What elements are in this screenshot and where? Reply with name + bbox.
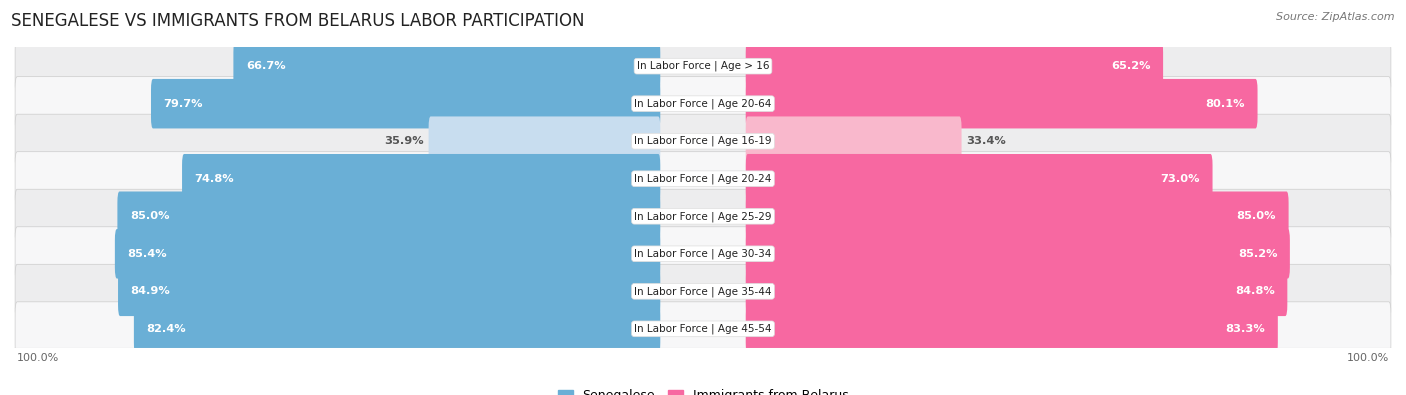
Text: 100.0%: 100.0% <box>1347 353 1389 363</box>
Text: In Labor Force | Age > 16: In Labor Force | Age > 16 <box>637 61 769 71</box>
FancyBboxPatch shape <box>115 229 661 278</box>
Text: 84.8%: 84.8% <box>1236 286 1275 296</box>
FancyBboxPatch shape <box>118 192 661 241</box>
Text: In Labor Force | Age 20-24: In Labor Force | Age 20-24 <box>634 173 772 184</box>
Text: 66.7%: 66.7% <box>246 61 285 71</box>
Text: 35.9%: 35.9% <box>384 136 423 146</box>
FancyBboxPatch shape <box>15 77 1391 131</box>
Text: 85.0%: 85.0% <box>1237 211 1277 221</box>
FancyBboxPatch shape <box>745 304 1278 354</box>
Text: 85.2%: 85.2% <box>1237 249 1278 259</box>
Text: 85.4%: 85.4% <box>128 249 167 259</box>
FancyBboxPatch shape <box>181 154 661 203</box>
Text: In Labor Force | Age 30-34: In Labor Force | Age 30-34 <box>634 248 772 259</box>
Legend: Senegalese, Immigrants from Belarus: Senegalese, Immigrants from Belarus <box>553 384 853 395</box>
FancyBboxPatch shape <box>150 79 661 128</box>
Text: 80.1%: 80.1% <box>1205 99 1246 109</box>
Text: 79.7%: 79.7% <box>163 99 202 109</box>
Text: 85.0%: 85.0% <box>129 211 169 221</box>
Text: 84.9%: 84.9% <box>131 286 170 296</box>
FancyBboxPatch shape <box>745 79 1257 128</box>
FancyBboxPatch shape <box>15 302 1391 356</box>
FancyBboxPatch shape <box>15 39 1391 93</box>
Text: In Labor Force | Age 35-44: In Labor Force | Age 35-44 <box>634 286 772 297</box>
FancyBboxPatch shape <box>15 227 1391 281</box>
Text: SENEGALESE VS IMMIGRANTS FROM BELARUS LABOR PARTICIPATION: SENEGALESE VS IMMIGRANTS FROM BELARUS LA… <box>11 12 585 30</box>
FancyBboxPatch shape <box>745 229 1289 278</box>
FancyBboxPatch shape <box>745 154 1212 203</box>
FancyBboxPatch shape <box>745 117 962 166</box>
FancyBboxPatch shape <box>15 114 1391 168</box>
Text: In Labor Force | Age 45-54: In Labor Force | Age 45-54 <box>634 324 772 334</box>
FancyBboxPatch shape <box>134 304 661 354</box>
Text: 83.3%: 83.3% <box>1226 324 1265 334</box>
Text: 100.0%: 100.0% <box>17 353 59 363</box>
Text: 65.2%: 65.2% <box>1111 61 1150 71</box>
Text: In Labor Force | Age 25-29: In Labor Force | Age 25-29 <box>634 211 772 222</box>
Text: 74.8%: 74.8% <box>194 174 233 184</box>
FancyBboxPatch shape <box>233 41 661 91</box>
FancyBboxPatch shape <box>15 264 1391 318</box>
Text: 82.4%: 82.4% <box>146 324 186 334</box>
Text: Source: ZipAtlas.com: Source: ZipAtlas.com <box>1277 12 1395 22</box>
Text: In Labor Force | Age 20-64: In Labor Force | Age 20-64 <box>634 98 772 109</box>
Text: In Labor Force | Age 16-19: In Labor Force | Age 16-19 <box>634 136 772 147</box>
FancyBboxPatch shape <box>745 41 1163 91</box>
FancyBboxPatch shape <box>15 189 1391 243</box>
FancyBboxPatch shape <box>745 192 1289 241</box>
FancyBboxPatch shape <box>429 117 661 166</box>
FancyBboxPatch shape <box>745 267 1288 316</box>
Text: 33.4%: 33.4% <box>966 136 1007 146</box>
FancyBboxPatch shape <box>118 267 661 316</box>
Text: 73.0%: 73.0% <box>1160 174 1201 184</box>
FancyBboxPatch shape <box>15 152 1391 206</box>
